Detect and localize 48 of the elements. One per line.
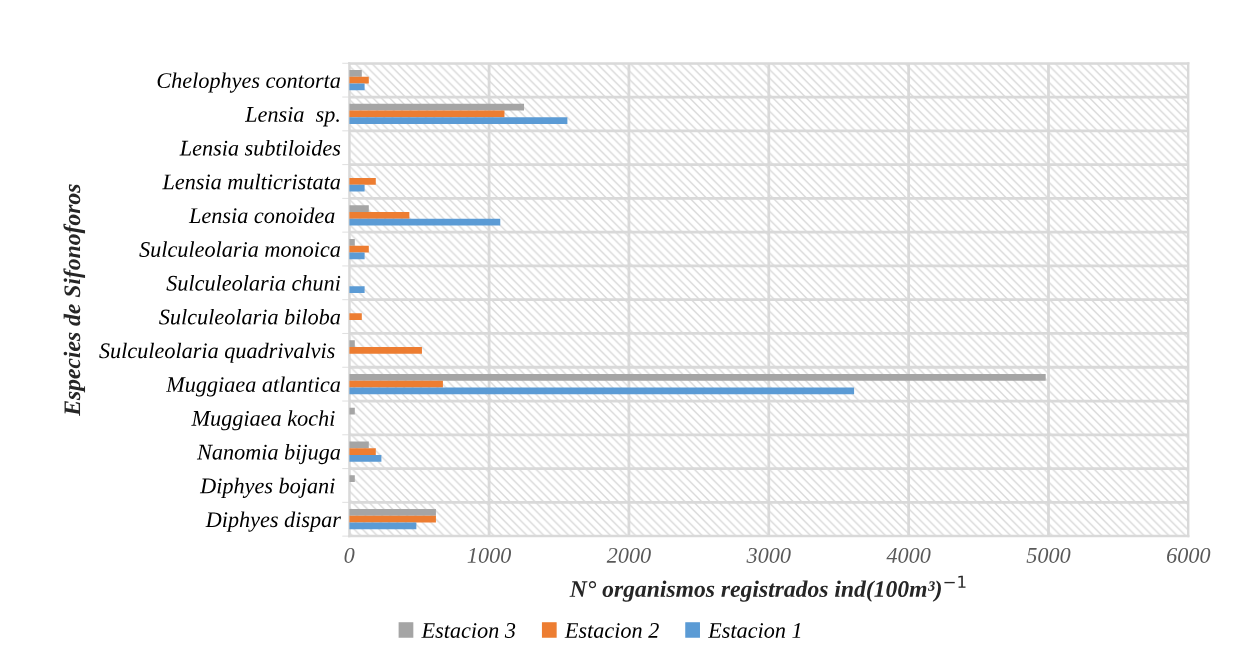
bar [349,103,525,111]
bar [349,70,362,77]
y-tick-label: Muggiaea kochi [191,410,335,431]
y-tick-label: Chelophyes contorta [157,72,341,93]
bar [349,509,436,516]
bar [349,407,355,415]
x-axis-title: N° organismos registrados ind(100m³)$^{−1}$ [569,575,966,602]
x-tick-label: 3000 [746,547,791,563]
y-tick-label: Sulculeolaria chuni [166,275,341,291]
x-tick-label: 1000 [467,547,512,563]
y-tick-label: Diphyes dispar [205,511,341,532]
bar [349,313,362,320]
bar [349,117,568,125]
bar [349,178,376,185]
y-tick-label: Sulculeolaria monoica [139,241,341,258]
x-tick-label: 0 [344,547,355,563]
bar [349,252,365,260]
y-tick-label: Lensia sp. [244,106,339,127]
bar [349,76,369,84]
legend-label: Estacion 2 [564,623,659,638]
y-tick-label: Sulculeolaria biloba [159,308,341,325]
bar [349,205,369,212]
x-tick-label: 4000 [886,547,931,563]
legend-label: Estacion 1 [707,623,801,638]
y-tick-label: Lensia multicristata [162,173,341,190]
bar [349,211,410,219]
y-tick-label: Lensia conoidea [188,207,335,224]
bar [349,340,355,347]
x-tick-label: 5000 [1026,547,1071,563]
bar [349,448,376,456]
y-tick-label: Nanomia bijuga [196,443,341,465]
x-tick-label: 6000 [1167,547,1211,563]
bar [349,346,422,354]
legend-label: Estacion 3 [421,623,516,638]
bar [349,374,1046,381]
bar [349,286,365,293]
y-tick-label: Muggiaea atlantica [165,376,341,397]
y-tick-label: Diphyes bojani [199,477,335,498]
bar [349,515,436,523]
y-tick-label: Sulculeolaria quadrivalvis [99,342,335,363]
y-axis-title: Especies de Sifonoforos [63,184,86,416]
y-tick-label: Lensia subtiloides [179,140,341,156]
bar [349,380,443,388]
x-tick-label: 2000 [606,547,651,563]
bar [349,184,365,192]
bar [349,475,355,483]
bar [349,238,355,246]
bar [349,455,382,462]
